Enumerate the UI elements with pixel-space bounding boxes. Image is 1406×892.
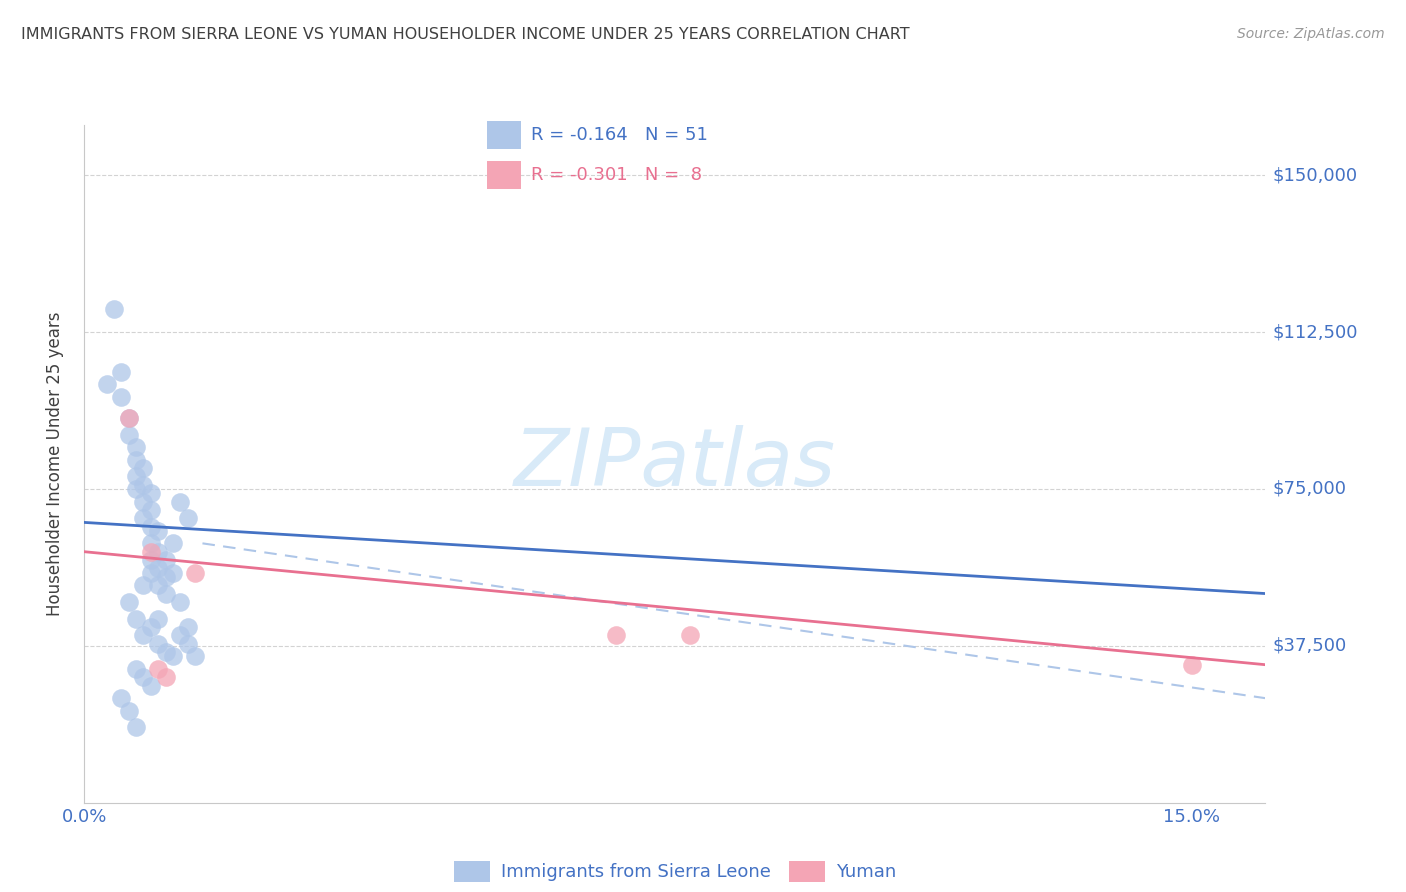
- Point: [139, 620, 162, 634]
- Point: [96, 377, 118, 392]
- Point: [118, 427, 141, 442]
- Point: [177, 637, 200, 651]
- Point: [139, 553, 162, 567]
- Point: [162, 536, 184, 550]
- Point: [118, 410, 141, 425]
- Point: [148, 524, 170, 538]
- Point: [155, 670, 177, 684]
- Legend: Immigrants from Sierra Leone, Yuman: Immigrants from Sierra Leone, Yuman: [454, 861, 896, 882]
- Point: [110, 691, 132, 706]
- Point: [139, 536, 162, 550]
- Point: [139, 486, 162, 500]
- Point: [148, 612, 170, 626]
- Point: [148, 545, 170, 559]
- Point: [155, 553, 177, 567]
- Point: [118, 704, 141, 718]
- Point: [169, 494, 191, 508]
- Text: ZIPatlas: ZIPatlas: [513, 425, 837, 503]
- Point: [125, 482, 148, 496]
- Point: [139, 545, 162, 559]
- Text: $37,500: $37,500: [1272, 637, 1347, 655]
- Point: [125, 721, 148, 735]
- Point: [139, 679, 162, 693]
- Point: [132, 670, 155, 684]
- Text: $112,500: $112,500: [1272, 323, 1358, 341]
- Point: [1180, 657, 1202, 672]
- Text: IMMIGRANTS FROM SIERRA LEONE VS YUMAN HOUSEHOLDER INCOME UNDER 25 YEARS CORRELAT: IMMIGRANTS FROM SIERRA LEONE VS YUMAN HO…: [21, 27, 910, 42]
- Point: [148, 662, 170, 676]
- Point: [155, 586, 177, 600]
- Point: [177, 620, 200, 634]
- Point: [132, 461, 155, 475]
- Point: [110, 365, 132, 379]
- Point: [125, 452, 148, 467]
- Text: R = -0.164   N = 51: R = -0.164 N = 51: [530, 126, 707, 145]
- Point: [184, 649, 207, 664]
- Point: [148, 578, 170, 592]
- Point: [162, 649, 184, 664]
- Point: [169, 628, 191, 642]
- Point: [162, 566, 184, 580]
- Point: [125, 662, 148, 676]
- Point: [132, 477, 155, 491]
- Point: [184, 566, 207, 580]
- Point: [155, 645, 177, 659]
- Point: [125, 612, 148, 626]
- Text: $150,000: $150,000: [1272, 166, 1358, 184]
- Point: [139, 566, 162, 580]
- Point: [148, 637, 170, 651]
- Point: [132, 578, 155, 592]
- Point: [605, 628, 627, 642]
- Point: [169, 595, 191, 609]
- Point: [155, 570, 177, 584]
- Y-axis label: Householder Income Under 25 years: Householder Income Under 25 years: [45, 311, 63, 616]
- FancyBboxPatch shape: [488, 161, 522, 189]
- Point: [103, 301, 125, 316]
- Point: [125, 469, 148, 483]
- Point: [148, 561, 170, 575]
- Text: $75,000: $75,000: [1272, 480, 1347, 498]
- Text: R = -0.301   N =  8: R = -0.301 N = 8: [530, 166, 702, 184]
- Point: [118, 595, 141, 609]
- Point: [132, 628, 155, 642]
- Point: [132, 511, 155, 525]
- Point: [139, 519, 162, 533]
- Point: [132, 494, 155, 508]
- Point: [177, 511, 200, 525]
- Point: [679, 628, 702, 642]
- FancyBboxPatch shape: [488, 121, 522, 149]
- Text: Source: ZipAtlas.com: Source: ZipAtlas.com: [1237, 27, 1385, 41]
- Point: [110, 390, 132, 404]
- Point: [125, 440, 148, 454]
- Point: [118, 410, 141, 425]
- Point: [139, 503, 162, 517]
